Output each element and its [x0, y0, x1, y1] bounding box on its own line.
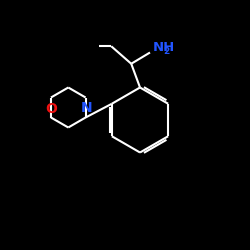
- Text: NH: NH: [152, 41, 175, 54]
- Text: 2: 2: [163, 47, 169, 56]
- Text: O: O: [45, 102, 57, 116]
- Text: N: N: [81, 100, 93, 114]
